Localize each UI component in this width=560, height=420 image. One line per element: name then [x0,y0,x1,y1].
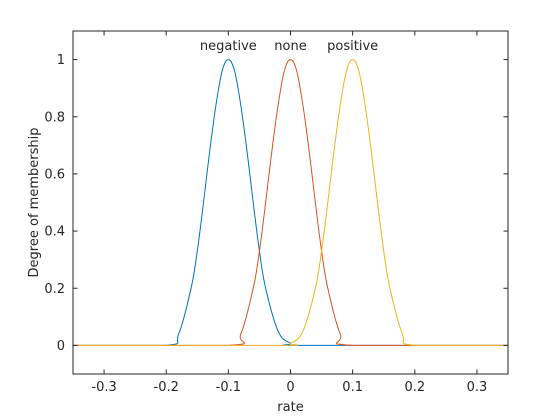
y-tick-label: 0.6 [44,167,65,182]
x-tick-label: 0.2 [404,380,425,395]
x-tick-label: 0.3 [467,380,488,395]
annotation-positive: positive [327,39,378,54]
x-tick-label: -0.1 [216,380,241,395]
x-tick-label: 0.1 [342,380,363,395]
y-tick-label: 0.8 [44,110,65,125]
y-axis-label: Degree of membership [27,128,42,278]
y-tick-label: 1 [57,53,65,68]
x-tick-label: 0 [286,380,294,395]
series-group [73,59,508,346]
y-tick-label: 0 [57,339,65,354]
y-tick-label: 0.4 [44,225,65,240]
x-tick-label: -0.3 [91,380,116,395]
annotation-negative: negative [200,39,257,54]
y-tick-label: 0.2 [44,282,65,297]
series-line-none [73,59,508,346]
series-line-negative [73,59,508,346]
plot-area: -0.3 -0.2 -0.1 0 0.1 0.2 0.3 0 0.2 0.4 0.6 0.8 1 nega… [44,30,509,395]
series-line-positive [73,59,508,346]
x-tick-label: -0.2 [154,380,179,395]
annotation-none: none [274,39,306,54]
x-axis-label: rate [277,400,303,415]
